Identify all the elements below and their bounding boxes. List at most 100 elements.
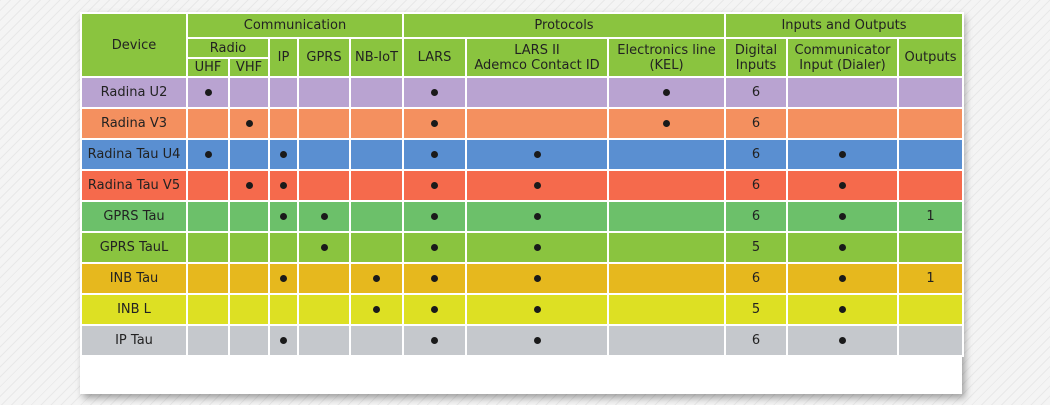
gprs-cell [297,76,351,109]
bullet-icon [839,213,847,220]
bullet-icon [280,337,287,344]
header-dialer-line1: Communicator [794,42,891,58]
kel-cell [607,76,727,109]
digital-inputs-cell: 6 [724,169,789,202]
bullet-icon [431,182,439,189]
kel-cell [607,169,727,202]
lars-cell [402,138,468,171]
lars-cell [402,107,468,140]
header-uhf: UHF [186,57,230,78]
dialer-cell [786,293,900,326]
uhf-cell [186,107,230,140]
ip-cell [268,262,299,295]
lars-cell [402,262,468,295]
bullet-icon [431,151,439,158]
digital-inputs-cell: 6 [724,138,789,171]
header-lars-ii-line2: Ademco Contact ID [474,57,600,73]
header-kel-line1: Electronics line [617,42,716,58]
table-row: INB L 5 [80,293,965,326]
lars2-cell [465,293,610,326]
outputs-cell: 1 [897,200,965,233]
bullet-icon [280,213,287,220]
header-communicator-input: Communicator Input (Dialer) [786,37,900,78]
header-dialer-line2: Input (Dialer) [799,57,886,73]
gprs-cell [297,231,351,264]
ip-cell [268,324,299,357]
header-gprs: GPRS [297,37,351,78]
bullet-icon [839,275,847,282]
digital-inputs-cell: 6 [724,76,789,109]
kel-cell [607,293,727,326]
lars2-cell [465,138,610,171]
table-row: Radina U2 6 [80,76,965,109]
outputs-cell [897,107,965,140]
nbiot-cell [348,76,405,109]
uhf-cell [186,324,230,357]
dialer-cell [786,324,900,357]
uhf-cell [186,138,230,171]
uhf-cell [186,200,230,233]
header-digital-line1: Digital [734,42,778,58]
kel-cell [607,138,727,171]
table-row: INB Tau 6 1 [80,262,965,295]
device-name-cell: IP Tau [80,324,188,357]
bullet-icon [663,89,671,96]
lars-cell [402,169,468,202]
ip-cell [268,231,299,264]
nbiot-cell [348,200,405,233]
bullet-icon [839,337,847,344]
ip-cell [268,169,299,202]
bullet-icon [533,151,541,158]
table-row: GPRS Tau 6 1 [80,200,965,233]
device-name-cell: INB Tau [80,262,188,295]
uhf-cell [186,169,230,202]
header-protocols: Protocols [402,12,727,39]
device-name-cell: INB L [80,293,188,326]
device-name-cell: GPRS TauL [80,231,188,264]
bullet-icon [431,213,439,220]
lars2-cell [465,169,610,202]
nbiot-cell [348,107,405,140]
bullet-icon [280,151,287,158]
header-outputs: Outputs [897,37,965,78]
lars2-cell [465,107,610,140]
bullet-icon [431,306,439,313]
bullet-icon [533,275,541,282]
bullet-icon [533,244,541,251]
header-kel: Electronics line (KEL) [607,37,727,78]
kel-cell [607,324,727,357]
device-comparison-table: Device Communication Protocols Inputs an… [80,12,965,357]
dialer-cell [786,76,900,109]
dialer-cell [786,262,900,295]
header-nbiot: NB-IoT [348,37,405,78]
outputs-cell [897,324,965,357]
device-name-cell: Radina U2 [80,76,188,109]
bullet-icon [280,182,287,189]
header-radio: Radio [186,37,270,59]
gprs-cell [297,138,351,171]
dialer-cell [786,138,900,171]
uhf-cell [186,293,230,326]
header-communication: Communication [185,12,405,39]
uhf-cell [186,231,230,264]
bullet-icon [839,151,847,158]
dialer-cell [786,231,900,264]
uhf-cell [186,262,230,295]
dialer-cell [786,107,900,140]
nbiot-cell [348,262,405,295]
nbiot-cell [348,293,405,326]
bullet-icon [373,306,380,313]
vhf-cell [228,324,270,357]
outputs-cell [897,138,965,171]
uhf-cell [186,76,230,109]
dialer-cell [786,169,900,202]
comparison-table-card: Device Communication Protocols Inputs an… [80,12,965,394]
ip-cell [268,138,299,171]
vhf-cell [228,231,270,264]
ip-cell [268,200,299,233]
header-digital-line2: Inputs [735,57,777,73]
vhf-cell [228,107,270,140]
bullet-icon [204,89,212,96]
outputs-cell [897,76,965,109]
bullet-icon [533,306,541,313]
